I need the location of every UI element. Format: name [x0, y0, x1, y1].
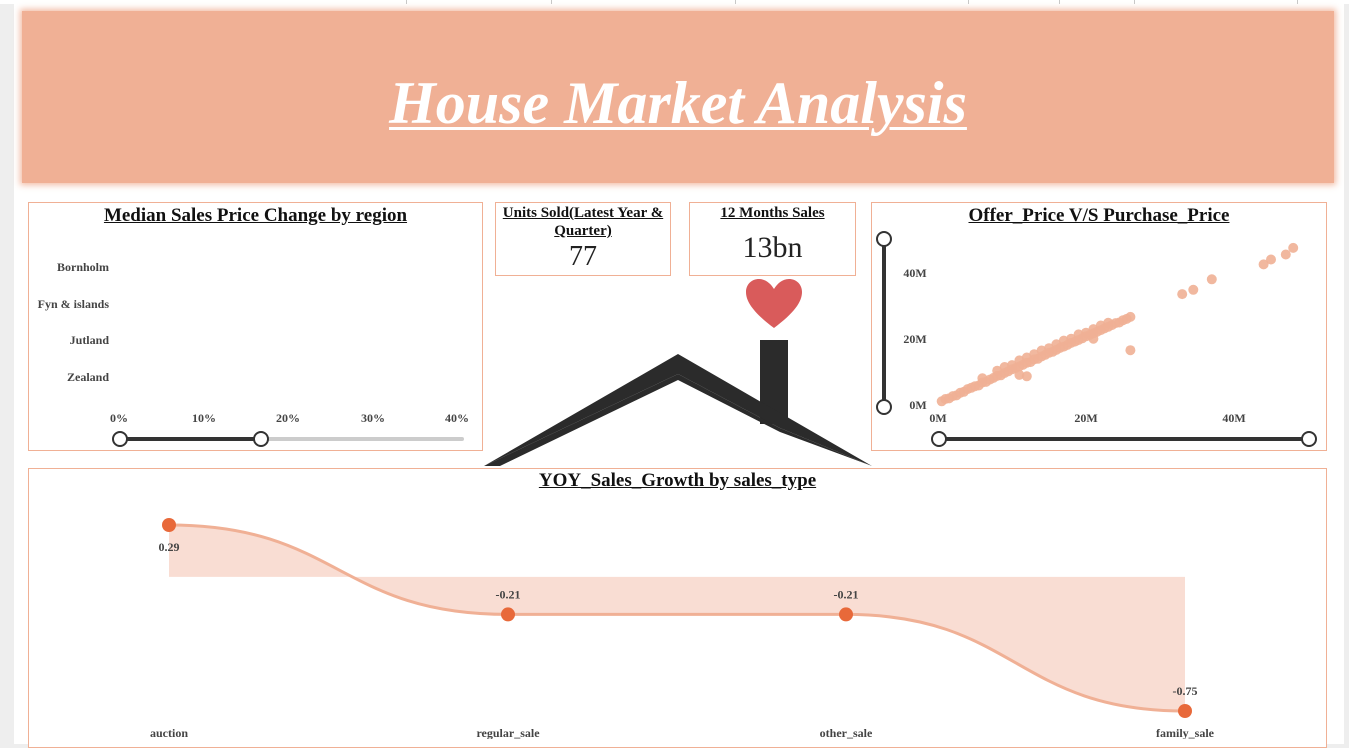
x-tick-label: 40M — [1222, 411, 1246, 425]
x-tick-label: 20% — [276, 411, 300, 425]
yoy-category-label: regular_sale — [476, 726, 540, 739]
units-sold-title: Units Sold(Latest Year & Quarter) — [502, 205, 664, 239]
twelve-month-sales-card: 12 Months Sales 13bn — [689, 202, 856, 276]
scatter-plot — [936, 242, 1299, 407]
y-tick-label: 20M — [903, 332, 927, 346]
range-slider-min-handle[interactable] — [112, 431, 128, 447]
scatter-title: Offer_Price V/S Purchase_Price — [968, 205, 1230, 226]
yoy-point — [1178, 704, 1192, 718]
x-range-slider-min-handle[interactable] — [931, 431, 947, 447]
twelve-month-sales-value: 13bn — [742, 231, 803, 264]
region-label: Jutland — [69, 333, 109, 347]
yoy-data-label: -0.21 — [834, 587, 859, 601]
yoy-data-label: 0.29 — [159, 540, 180, 554]
scatter-point — [1058, 335, 1069, 346]
x-tick-label: 0% — [110, 411, 128, 425]
regional-price-panel: Median Sales Price Change by region Born… — [28, 202, 483, 451]
y-range-slider-track[interactable] — [882, 238, 886, 406]
y-tick-label: 40M — [903, 266, 927, 280]
x-range-slider-track[interactable] — [938, 437, 1308, 441]
scatter-point — [1280, 249, 1291, 260]
scatter-point — [1088, 324, 1099, 335]
yoy-category-label: family_sale — [1156, 726, 1215, 739]
scatter-point — [1014, 369, 1025, 380]
yoy-point — [839, 607, 853, 622]
scatter-point — [1014, 355, 1025, 366]
scatter-point — [1125, 345, 1136, 356]
scatter-point — [1258, 259, 1269, 270]
x-tick-label: 20M — [1074, 411, 1098, 425]
twelve-month-sales-title: 12 Months Sales — [720, 205, 825, 221]
region-label: Bornholm — [56, 260, 109, 274]
yoy-area-fill — [169, 525, 1185, 711]
range-slider-track[interactable] — [119, 437, 464, 441]
scatter-point — [1188, 284, 1199, 295]
title-banner: House Market Analysis — [22, 11, 1334, 183]
yoy-area-chart: 0.29 auction -0.21 regular_sale -0.21 other_s… — [150, 518, 1215, 739]
yoy-series-line — [168, 523, 1186, 713]
range-slider-fill — [119, 437, 260, 441]
yoy-point — [501, 607, 515, 622]
scatter-point — [1206, 274, 1217, 285]
heart-icon — [746, 279, 802, 328]
house-roof-icon — [484, 340, 872, 466]
scatter-point — [1088, 333, 1099, 344]
offer-vs-purchase-panel: Offer_Price V/S Purchase_Price 40M 20M 0… — [871, 202, 1327, 451]
scatter-point — [999, 362, 1010, 372]
dashboard-title: House Market Analysis — [389, 70, 967, 136]
y-range-slider-min-handle[interactable] — [876, 399, 892, 415]
scatter-point — [977, 373, 988, 384]
range-slider-max-handle[interactable] — [253, 431, 269, 447]
x-tick-label: 10% — [192, 411, 216, 425]
x-tick-label: 30% — [361, 411, 385, 425]
scatter-point — [1029, 349, 1040, 360]
scatter-point — [1021, 371, 1032, 382]
scatter-point — [1044, 343, 1054, 354]
scatter-point — [992, 365, 1003, 376]
x-range-slider-max-handle[interactable] — [1301, 431, 1317, 447]
scatter-point — [1051, 339, 1062, 350]
yoy-title: YOY_Sales_Growth by sales_type — [538, 470, 817, 491]
yoy-category-label: auction — [150, 726, 188, 739]
scatter-point — [1103, 317, 1114, 328]
yoy-data-label: -0.21 — [496, 587, 521, 601]
yoy-point — [162, 518, 176, 532]
region-label: Zealand — [66, 370, 109, 384]
units-sold-value: 77 — [569, 241, 597, 272]
scatter-point — [1266, 254, 1276, 265]
y-tick-label: 0M — [909, 398, 927, 412]
y-range-slider-max-handle[interactable] — [876, 231, 892, 247]
yoy-category-label: other_sale — [820, 726, 873, 739]
top-strip — [0, 0, 1349, 4]
scatter-point — [1177, 289, 1188, 300]
yoy-growth-panel: YOY_Sales_Growth by sales_type 0.29 aucti… — [28, 468, 1327, 748]
region-label: Fyn & islands — [37, 297, 109, 311]
scatter-point — [1073, 329, 1084, 340]
x-tick-label: 0M — [929, 411, 947, 425]
regional-price-title: Median Sales Price Change by region — [103, 205, 408, 226]
scatter-point — [1288, 242, 1299, 253]
x-tick-label: 40% — [445, 411, 469, 425]
scatter-point — [1125, 311, 1136, 322]
units-sold-card: Units Sold(Latest Year & Quarter) 77 — [495, 202, 671, 276]
yoy-data-label: -0.75 — [1173, 684, 1198, 698]
